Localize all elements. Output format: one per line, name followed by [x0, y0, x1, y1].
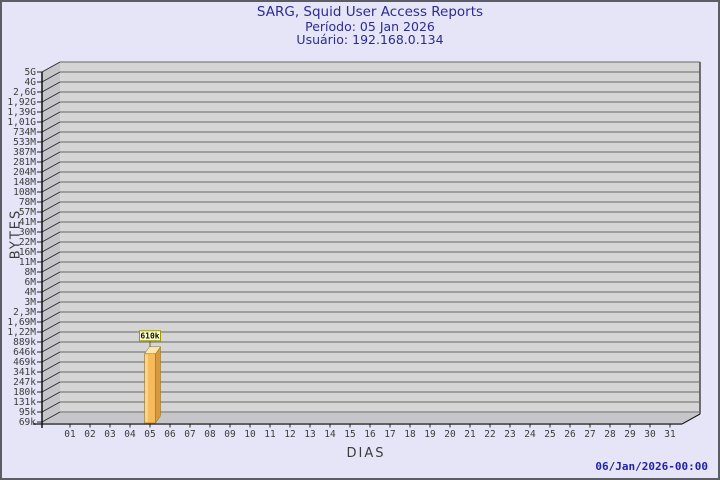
y-tick-label: 3M	[25, 297, 37, 308]
x-tick-label: 28	[604, 429, 616, 440]
x-tick-label: 17	[384, 429, 395, 440]
y-tick-label: 469k	[13, 357, 36, 368]
y-tick-label: 4M	[25, 287, 37, 298]
y-tick-label: 41M	[19, 217, 36, 228]
y-tick-label: 281M	[13, 157, 36, 168]
x-tick-label: 21	[464, 429, 476, 440]
floor	[42, 413, 700, 423]
y-tick-label: 1,92G	[7, 97, 36, 108]
y-tick-label: 78M	[19, 197, 36, 208]
y-tick-label: 180k	[13, 387, 36, 398]
y-tick-label: 4G	[25, 77, 37, 88]
y-tick-label: 341k	[13, 367, 36, 378]
x-tick-label: 19	[424, 429, 436, 440]
y-axis: 5G4G2,6G1,92G1,39G1,01G734M533M387M281M2…	[7, 61, 61, 428]
x-tick-label: 13	[304, 429, 315, 440]
y-tick-label: 387M	[13, 147, 36, 158]
y-tick-label: 69k	[19, 417, 36, 428]
x-tick-label: 03	[104, 429, 115, 440]
bar-value-label: 610k	[139, 330, 161, 347]
x-tick-label: 16	[364, 429, 376, 440]
x-tick-label: 05	[144, 429, 155, 440]
x-tick-label: 08	[204, 429, 216, 440]
axis-frame	[33, 72, 701, 428]
x-axis-title: DIAS	[346, 446, 386, 461]
y-tick-label: 247k	[13, 377, 36, 388]
y-tick-label: 889k	[13, 337, 36, 348]
y-tick-label: 1,69M	[7, 317, 36, 328]
y-axis-title: BYTES	[8, 208, 24, 260]
y-tick-label: 8M	[25, 267, 37, 278]
y-tick-label: 2,6G	[13, 87, 36, 98]
y-tick-label: 108M	[13, 187, 36, 198]
y-tick-label: 1,22M	[7, 327, 36, 338]
y-tick-label: 16M	[19, 247, 36, 258]
y-tick-label: 11M	[19, 257, 36, 268]
generated-timestamp: 06/Jan/2026-00:00	[595, 460, 708, 473]
x-tick-label: 15	[344, 429, 355, 440]
x-tick-label: 10	[244, 429, 256, 440]
x-tick-label: 04	[124, 429, 136, 440]
x-tick-label: 02	[84, 429, 95, 440]
x-tick-label: 20	[444, 429, 456, 440]
x-tick-label: 14	[324, 429, 336, 440]
x-tick-label: 18	[404, 429, 416, 440]
x-tick-label: 31	[664, 429, 676, 440]
y-tick-label: 533M	[13, 137, 36, 148]
y-tick-label: 734M	[13, 127, 36, 138]
bar-value-text: 610k	[140, 332, 159, 341]
report-user: Usuário: 192.168.0.134	[296, 32, 444, 47]
x-tick-label: 22	[484, 429, 495, 440]
y-tick-label: 131k	[13, 397, 36, 408]
y-tick-label: 57M	[19, 207, 36, 218]
left-wall	[42, 62, 60, 424]
x-tick-label: 12	[284, 429, 295, 440]
y-tick-label: 2,3M	[13, 307, 36, 318]
y-tick-label: 6M	[25, 277, 37, 288]
y-tick-label: 30M	[19, 227, 36, 238]
x-tick-label: 07	[184, 429, 195, 440]
plot-panel	[60, 62, 701, 414]
report-period: Período: 05 Jan 2026	[305, 19, 435, 34]
y-tick-label: 22M	[19, 237, 36, 248]
y-tick-label: 1,39G	[7, 107, 36, 118]
y-tick-label: 204M	[13, 167, 36, 178]
x-tick-label: 09	[224, 429, 236, 440]
x-tick-label: 30	[644, 429, 656, 440]
x-tick-label: 25	[544, 429, 555, 440]
x-tick-label: 01	[64, 429, 76, 440]
report-header: SARG, Squid User Access Reports Período:…	[2, 4, 718, 47]
x-tick-label: 27	[584, 429, 595, 440]
bar-day-05	[144, 346, 161, 424]
y-tick-label: 95k	[19, 407, 36, 418]
y-tick-label: 5G	[25, 67, 37, 78]
y-tick-label: 646k	[13, 347, 36, 358]
x-tick-label: 06	[164, 429, 176, 440]
x-tick-label: 11	[264, 429, 276, 440]
y-tick-label: 1,01G	[7, 117, 36, 128]
report-title: SARG, Squid User Access Reports	[256, 4, 484, 20]
gridlines	[60, 61, 700, 413]
x-tick-label: 24	[524, 429, 536, 440]
x-tick-label: 29	[624, 429, 636, 440]
y-tick-label: 148M	[13, 177, 36, 188]
x-axis: 01 02 03 04 05 06 07 08 09 10 11 12 13 14 15 16 17 18 19 20…	[64, 424, 676, 440]
x-tick-label: 26	[564, 429, 576, 440]
x-tick-label: 23	[504, 429, 515, 440]
